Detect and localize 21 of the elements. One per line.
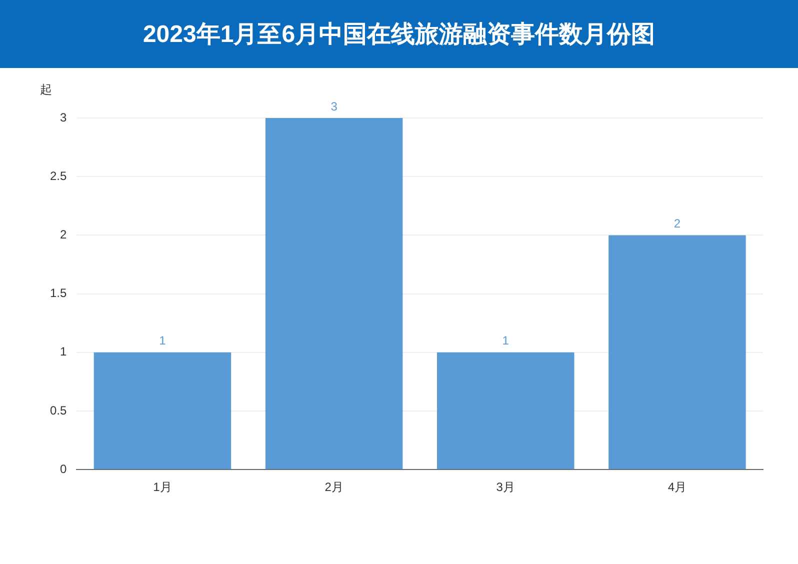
data-label: 3 [330,99,338,114]
data-label: 1 [159,334,166,348]
data-label: 2 [674,216,681,231]
chart-title: 2023年1月至6月中国在线旅游融资事件数月份图 [0,0,798,68]
x-tick-label: 1月 [153,480,172,494]
x-tick-label: 4月 [668,480,687,494]
y-tick-label: 1.5 [50,286,67,300]
y-tick-label: 1 [60,344,67,359]
y-axis-title: 起 [40,82,52,96]
bar [608,235,746,470]
bar [437,352,574,470]
y-tick-label: 3 [60,110,67,124]
y-tick-label: 2.5 [50,168,67,183]
x-tick-label: 3月 [496,480,515,494]
data-label: 1 [502,334,510,348]
bar [265,118,403,470]
y-tick-label: 2 [60,228,67,242]
y-tick-label: 0 [60,462,67,476]
bar [94,352,232,470]
x-tick-label: 2月 [324,480,344,494]
y-tick-label: 0.5 [50,403,67,418]
